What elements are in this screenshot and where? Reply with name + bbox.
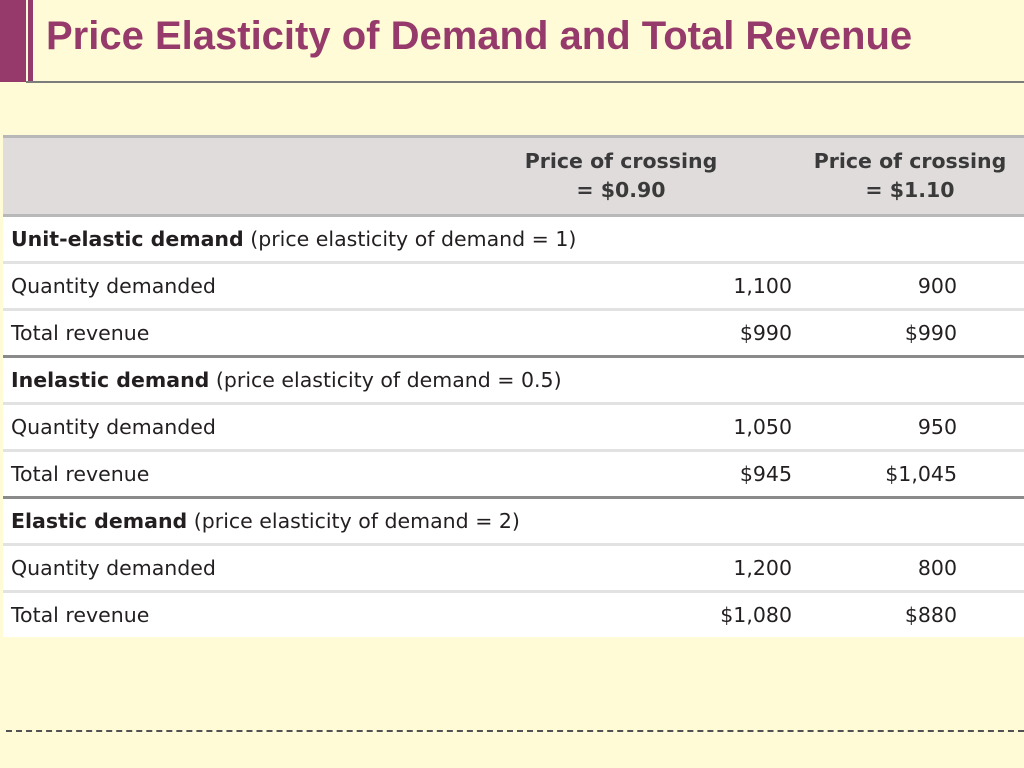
row-label: Total revenue — [3, 450, 506, 499]
row-label: Quantity demanded — [3, 544, 506, 593]
header-price-090-line2: = $0.90 — [576, 178, 666, 202]
section-name: Elastic demand — [11, 509, 188, 533]
section-label: Inelastic demand (price elasticity of de… — [3, 356, 1024, 405]
table-row: Total revenue $1,080 $880 — [3, 592, 1024, 638]
section-detail: (price elasticity of demand = 1) — [250, 227, 577, 251]
cell-price-090: $990 — [506, 309, 792, 358]
cell-price-110: 900 — [792, 262, 1024, 311]
header-empty-cell — [3, 138, 506, 217]
section-label: Unit-elastic demand (price elasticity of… — [3, 215, 1024, 264]
cell-price-090: $945 — [506, 450, 792, 499]
row-label: Total revenue — [3, 309, 506, 358]
cell-price-090: $1,080 — [720, 603, 792, 627]
title-accent-stripe — [28, 0, 33, 82]
cell-price-110: 800 — [792, 544, 1024, 593]
slide-title: Price Elasticity of Demand and Total Rev… — [46, 14, 913, 58]
table-row: Quantity demanded 1,200 800 — [3, 544, 1024, 593]
table-header-row: Price of crossing = $0.90 Price of cross… — [3, 138, 1024, 217]
section-row-inelastic: Inelastic demand (price elasticity of de… — [3, 356, 1024, 405]
table-row: Total revenue $945 $1,045 — [3, 450, 1024, 499]
cell-price-110: $990 — [792, 309, 1024, 358]
section-name: Inelastic demand — [11, 368, 210, 392]
cell-price-090: 1,050 — [506, 403, 792, 452]
title-bar: Price Elasticity of Demand and Total Rev… — [0, 0, 1024, 83]
header-price-090-line1: Price of crossing — [524, 149, 718, 173]
table-row: Quantity demanded 1,050 950 — [3, 403, 1024, 452]
row-label: Quantity demanded — [3, 262, 506, 311]
header-price-110-line1: Price of crossing — [813, 149, 1007, 173]
table-row: Total revenue $990 $990 — [3, 309, 1024, 358]
elasticity-table: Price of crossing = $0.90 Price of cross… — [3, 135, 1024, 637]
header-price-110-line2: = $1.10 — [865, 178, 955, 202]
row-label: Total revenue — [11, 603, 150, 627]
section-detail: (price elasticity of demand = 2) — [193, 509, 520, 533]
cell-price-090: 1,200 — [506, 544, 792, 593]
row-label: Quantity demanded — [3, 403, 506, 452]
cell-price-110: $1,045 — [792, 450, 1024, 499]
title-divider — [26, 81, 1024, 83]
header-price-090: Price of crossing = $0.90 — [506, 138, 792, 217]
section-row-unit-elastic: Unit-elastic demand (price elasticity of… — [3, 215, 1024, 264]
cell-price-090: 1,100 — [506, 262, 792, 311]
section-row-elastic: Elastic demand (price elasticity of dema… — [3, 497, 1024, 546]
section-detail: (price elasticity of demand = 0.5) — [215, 368, 562, 392]
cell-price-110: $880 — [904, 603, 957, 627]
section-name: Unit-elastic demand — [11, 227, 244, 251]
section-label: Elastic demand (price elasticity of dema… — [3, 497, 1024, 546]
table-row: Quantity demanded 1,100 900 — [3, 262, 1024, 311]
title-accent-bar — [0, 0, 26, 82]
cell-price-110: 950 — [792, 403, 1024, 452]
footer-dashed-divider — [6, 730, 1024, 732]
header-price-110: Price of crossing = $1.10 — [792, 138, 1024, 217]
